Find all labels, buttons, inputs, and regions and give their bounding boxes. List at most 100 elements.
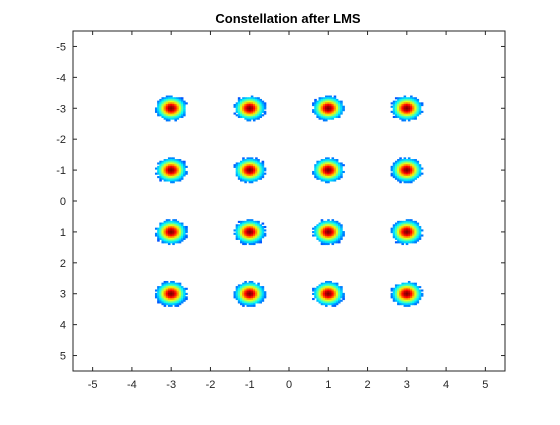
density-cell bbox=[176, 237, 180, 240]
density-cell bbox=[316, 297, 319, 301]
density-cell bbox=[174, 159, 177, 162]
density-cell bbox=[403, 299, 407, 302]
density-cell bbox=[397, 291, 400, 294]
density-cell bbox=[399, 170, 402, 174]
density-cell bbox=[240, 301, 243, 304]
density-cell bbox=[329, 299, 332, 302]
density-cell bbox=[176, 304, 180, 307]
density-cell bbox=[340, 165, 343, 168]
density-cell bbox=[233, 165, 237, 168]
density-cell bbox=[252, 107, 256, 110]
density-cell bbox=[165, 172, 169, 175]
density-cell bbox=[163, 107, 167, 110]
density-cell bbox=[320, 284, 324, 287]
density-cell bbox=[403, 282, 407, 285]
density-cell bbox=[259, 114, 263, 117]
density-cell bbox=[318, 284, 322, 287]
density-cell bbox=[414, 241, 417, 244]
density-cell bbox=[412, 177, 415, 180]
density-cell bbox=[178, 294, 182, 297]
density-cell bbox=[250, 225, 254, 229]
density-cell bbox=[331, 115, 335, 119]
density-cell bbox=[316, 160, 319, 163]
density-cell bbox=[174, 219, 177, 222]
density-cell bbox=[314, 169, 317, 172]
density-cell bbox=[337, 292, 341, 295]
density-cell bbox=[242, 299, 245, 302]
density-cell bbox=[394, 287, 398, 290]
density-cell bbox=[172, 227, 175, 230]
density-cell bbox=[418, 170, 422, 174]
density-cell bbox=[412, 109, 415, 112]
density-cell bbox=[248, 102, 252, 105]
density-cell bbox=[403, 231, 407, 234]
density-cell bbox=[174, 110, 177, 113]
density-cell bbox=[312, 297, 315, 301]
density-cell bbox=[329, 117, 332, 120]
density-cell bbox=[176, 231, 180, 234]
density-cell bbox=[416, 102, 420, 105]
density-cell bbox=[248, 219, 252, 222]
density-cell bbox=[235, 167, 239, 170]
density-cell bbox=[172, 110, 175, 113]
density-cell bbox=[322, 284, 326, 287]
density-cell bbox=[172, 301, 175, 304]
density-cell bbox=[235, 227, 239, 230]
density-cell bbox=[180, 224, 184, 227]
density-cell bbox=[159, 229, 162, 232]
density-cell bbox=[159, 162, 162, 165]
density-cell bbox=[170, 109, 173, 112]
density-cell bbox=[410, 296, 413, 299]
density-cell bbox=[312, 231, 315, 234]
density-cell bbox=[401, 284, 404, 287]
density-cell bbox=[327, 239, 330, 242]
density-cell bbox=[399, 303, 402, 306]
density-cell bbox=[329, 177, 332, 180]
density-cell bbox=[237, 236, 241, 239]
density-cell bbox=[331, 236, 335, 239]
density-cell bbox=[159, 176, 162, 179]
density-cell bbox=[170, 176, 173, 179]
density-cell bbox=[244, 229, 247, 232]
density-cell bbox=[242, 157, 245, 160]
density-cell bbox=[412, 237, 415, 240]
density-cell bbox=[340, 104, 343, 107]
density-cell bbox=[161, 231, 165, 234]
density-cell bbox=[342, 297, 345, 301]
density-cell bbox=[235, 165, 239, 168]
density-cell bbox=[318, 287, 322, 290]
density-cell bbox=[180, 160, 184, 163]
density-cell bbox=[165, 177, 169, 180]
density-cell bbox=[261, 287, 265, 290]
density-cell bbox=[335, 232, 339, 235]
density-cell bbox=[252, 119, 256, 122]
density-cell bbox=[174, 224, 177, 227]
density-cell bbox=[261, 164, 265, 167]
density-cell bbox=[331, 164, 335, 167]
density-cell bbox=[420, 292, 424, 295]
density-cell bbox=[314, 98, 317, 102]
density-cell bbox=[331, 176, 335, 179]
density-cell bbox=[163, 165, 167, 168]
density-cell bbox=[180, 110, 184, 113]
density-cell bbox=[180, 169, 184, 172]
density-cell bbox=[331, 287, 335, 290]
density-cell bbox=[244, 297, 247, 301]
density-cell bbox=[329, 104, 332, 107]
density-cell bbox=[399, 110, 402, 113]
density-cell bbox=[255, 115, 258, 119]
density-cell bbox=[405, 299, 409, 302]
density-cell bbox=[248, 162, 252, 165]
density-cell bbox=[172, 160, 175, 163]
density-cell bbox=[407, 115, 411, 119]
density-cell bbox=[161, 229, 165, 232]
density-cell bbox=[244, 174, 247, 177]
density-cell bbox=[248, 174, 252, 177]
density-cell bbox=[320, 239, 324, 242]
density-cell bbox=[318, 239, 322, 242]
density-cell bbox=[259, 164, 263, 167]
density-cell bbox=[172, 303, 175, 306]
density-cell bbox=[157, 234, 160, 237]
density-cell bbox=[255, 172, 258, 175]
density-cell bbox=[407, 222, 411, 225]
